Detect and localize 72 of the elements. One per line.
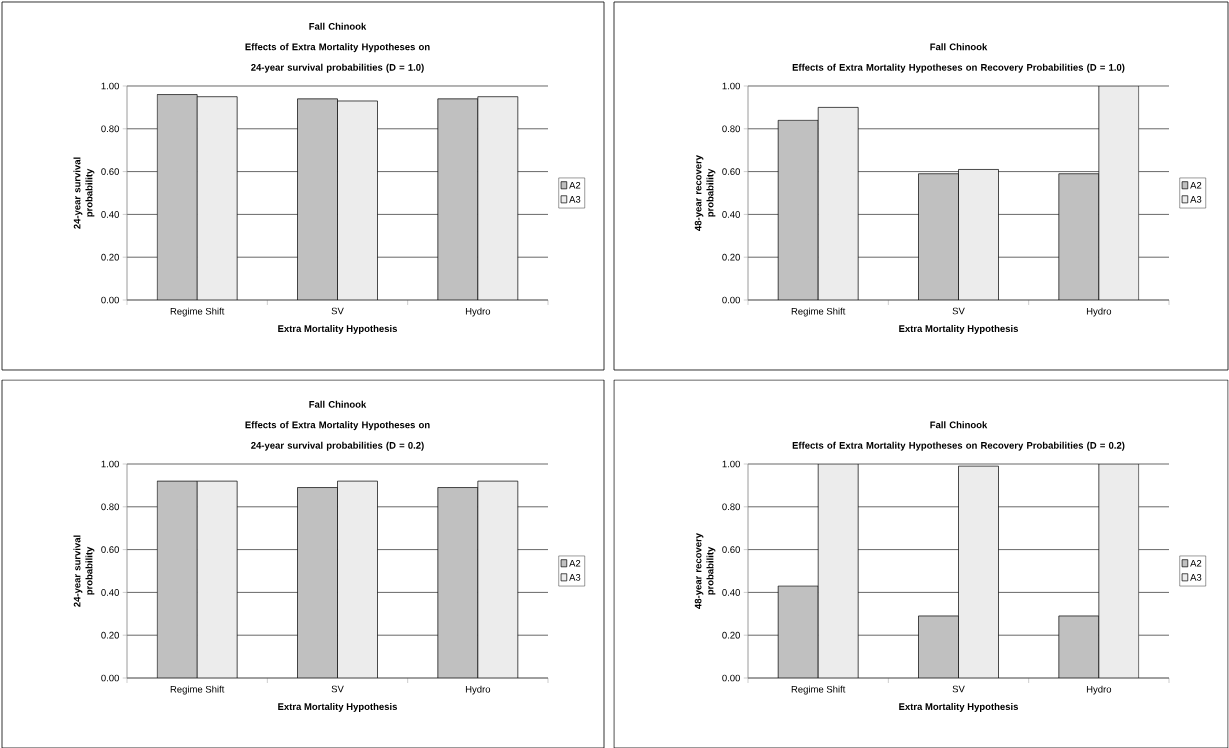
bar xyxy=(1098,464,1140,678)
chart-title: Fall Chinook xyxy=(930,421,988,429)
bar xyxy=(817,107,859,300)
bar xyxy=(958,465,999,678)
legend-label: A2 xyxy=(1190,181,1202,189)
y-tick-label: 0.00 xyxy=(722,674,740,682)
bar xyxy=(958,169,999,300)
y-tick-label: 1.00 xyxy=(101,82,119,90)
chart-title: Fall Chinook xyxy=(309,22,367,30)
x-tick-label: Regime Shift xyxy=(791,307,846,317)
y-tick-label: 1.00 xyxy=(101,460,119,468)
y-tick-label: 0.80 xyxy=(101,503,119,511)
y-tick-label: 0.60 xyxy=(101,546,119,553)
x-axis-title: Extra Mortality Hypothesis xyxy=(899,703,1019,712)
x-tick-label: Hydro xyxy=(1086,307,1112,317)
text: Effects of Extra Mortality Hypotheses on 24-year survival probabilities (D = 0.2) xyxy=(245,421,430,451)
y-tick-label: 0.80 xyxy=(722,125,740,133)
y-axis-title: 48-year recovery probability xyxy=(694,155,716,231)
y-tick-label: 0.40 xyxy=(722,589,740,596)
bar xyxy=(1058,173,1100,300)
bar xyxy=(777,585,819,678)
text: Effects of Extra Mortality Hypotheses on 24-year survival probabilities (D = 1.0) xyxy=(245,43,430,73)
y-tick-label: 1.00 xyxy=(722,82,740,90)
y-tick-label: 0.60 xyxy=(101,168,119,175)
y-tick-label: 0.40 xyxy=(101,589,119,596)
y-tick-label: 0.00 xyxy=(101,674,119,682)
legend-label: A3 xyxy=(1190,574,1202,581)
legend-label: A2 xyxy=(1190,559,1202,567)
bar xyxy=(1098,86,1140,300)
y-tick-label: 0.80 xyxy=(722,503,740,511)
y-tick-label: 0.20 xyxy=(101,631,119,639)
legend-label: A3 xyxy=(569,574,581,581)
x-tick-label: Hydro xyxy=(465,307,491,317)
chart-subtitle: Effects of Extra Mortality Hypotheses on Recovery Probabilities (D = 1.0) xyxy=(792,63,1125,73)
y-tick-label: 0.40 xyxy=(722,211,740,218)
x-tick-label: SV xyxy=(952,685,965,693)
x-tick-label: SV xyxy=(331,307,344,315)
y-axis-title: 24-year survival probability xyxy=(73,157,95,229)
bar xyxy=(777,119,819,300)
legend-label: A3 xyxy=(569,195,581,203)
x-tick-label: Regime Shift xyxy=(170,685,225,695)
bar xyxy=(1058,615,1100,678)
legend-label: A2 xyxy=(569,181,581,189)
y-tick-label: 1.00 xyxy=(722,460,740,468)
y-tick-label: 0.20 xyxy=(101,253,119,261)
y-tick-label: 0.20 xyxy=(722,253,740,261)
y-tick-label: 0.00 xyxy=(722,296,740,304)
bar xyxy=(918,615,959,678)
y-tick-label: 0.20 xyxy=(722,631,740,639)
x-tick-label: SV xyxy=(952,307,965,315)
y-axis-title: 24-year survival probability xyxy=(73,535,95,607)
x-tick-label: Regime Shift xyxy=(170,307,225,317)
y-tick-label: 0.80 xyxy=(101,125,119,133)
y-tick-label: 0.60 xyxy=(722,168,740,175)
bar xyxy=(918,173,959,300)
bar xyxy=(817,464,859,678)
x-tick-label: SV xyxy=(331,685,344,693)
x-axis-title: Extra Mortality Hypothesis xyxy=(278,703,398,712)
x-axis-title: Extra Mortality Hypothesis xyxy=(278,325,398,334)
x-axis-title: Extra Mortality Hypothesis xyxy=(899,325,1019,334)
y-tick-label: 0.00 xyxy=(101,296,119,304)
y-tick-label: 0.60 xyxy=(722,546,740,553)
x-tick-label: Hydro xyxy=(1086,685,1112,695)
y-axis-title: 48-year recovery probability xyxy=(694,533,716,609)
legend-label: A3 xyxy=(1190,195,1202,203)
chart-subtitle: Effects of Extra Mortality Hypotheses on Recovery Probabilities (D = 0.2) xyxy=(792,441,1125,451)
x-tick-label: Hydro xyxy=(465,685,491,695)
y-tick-label: 0.40 xyxy=(101,211,119,218)
chart-title: Fall Chinook xyxy=(309,400,367,408)
x-tick-label: Regime Shift xyxy=(791,685,846,695)
legend-label: A2 xyxy=(569,559,581,567)
chart-title: Fall Chinook xyxy=(930,43,988,51)
